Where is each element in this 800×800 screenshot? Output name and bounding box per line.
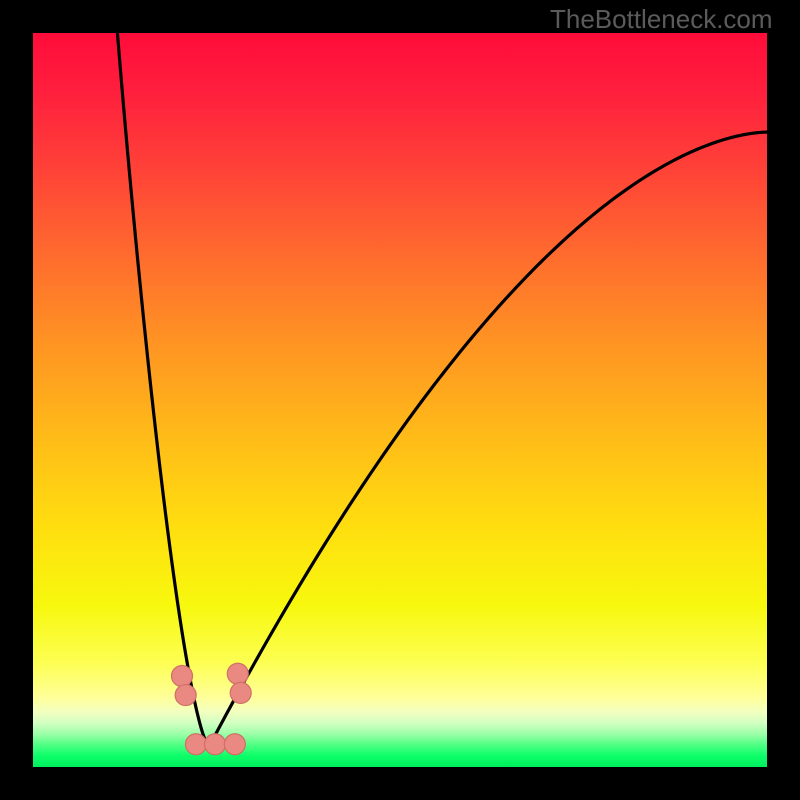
- data-marker: [224, 734, 245, 755]
- data-marker: [185, 734, 206, 755]
- plot-svg: [33, 33, 767, 767]
- data-marker: [172, 665, 193, 686]
- figure-outer: TheBottleneck.com: [0, 0, 800, 800]
- data-marker: [227, 663, 248, 684]
- gradient-background: [33, 33, 767, 767]
- data-marker: [175, 685, 196, 706]
- data-marker: [230, 682, 251, 703]
- plot-area: [33, 33, 767, 767]
- watermark-text: TheBottleneck.com: [550, 4, 773, 35]
- data-marker: [205, 734, 226, 755]
